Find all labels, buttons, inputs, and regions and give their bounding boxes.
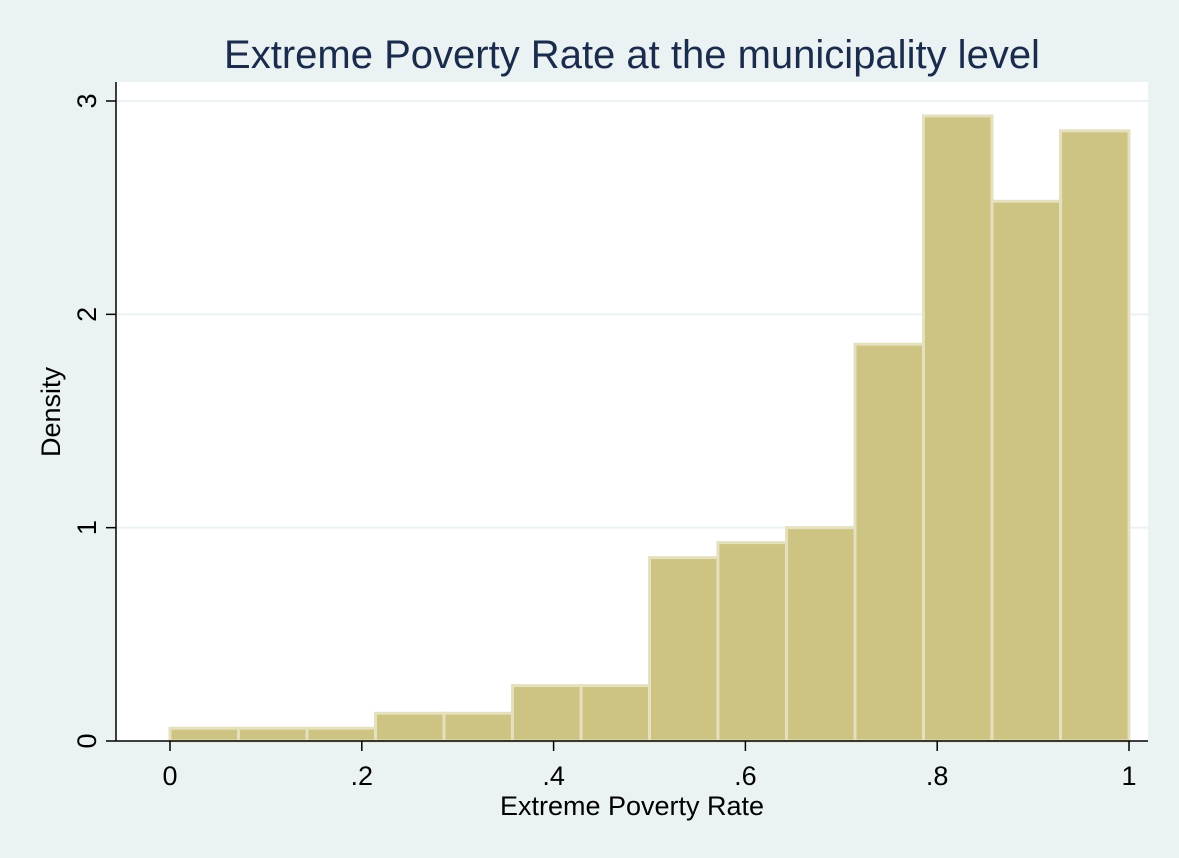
x-ticks: 0 .2 .4 .6 .8 1 (162, 741, 1137, 791)
histogram-bar-4 (374, 711, 446, 743)
axes (115, 82, 1148, 742)
y-axis-label: Density (36, 366, 66, 457)
y-tick-label-3: 3 (72, 93, 102, 108)
y-tick-label-0: 0 (72, 733, 102, 748)
x-tick-label-2: .4 (542, 761, 565, 791)
histogram-bar-8 (648, 556, 720, 743)
chart-title: Extreme Poverty Rate at the municipality… (224, 33, 1040, 77)
histogram-bar-14 (1059, 129, 1131, 743)
histogram-bar-10 (785, 526, 857, 743)
histogram-bar-9 (716, 541, 789, 743)
x-tick-label-5: 1 (1121, 761, 1136, 791)
histogram-bar-5 (442, 711, 514, 743)
histogram-bar-2 (236, 726, 309, 743)
x-tick-label-3: .6 (734, 761, 757, 791)
histogram-bar-3 (305, 726, 378, 743)
histogram-bar-1 (168, 726, 240, 743)
histogram-bar-12 (921, 114, 994, 743)
histogram-bar-13 (990, 199, 1063, 743)
bars (168, 114, 1131, 743)
histogram-bar-11 (853, 342, 925, 743)
x-tick-label-0: 0 (162, 761, 177, 791)
x-tick-label-4: .8 (926, 761, 949, 791)
x-axis-label: Extreme Poverty Rate (500, 791, 764, 821)
x-tick-label-1: .2 (351, 761, 374, 791)
histogram-bar-6 (510, 684, 583, 743)
histogram-bar-7 (579, 684, 652, 743)
y-ticks: 0 1 2 3 (72, 93, 116, 749)
y-tick-label-1: 1 (72, 520, 102, 535)
y-tick-label-2: 2 (72, 307, 102, 322)
